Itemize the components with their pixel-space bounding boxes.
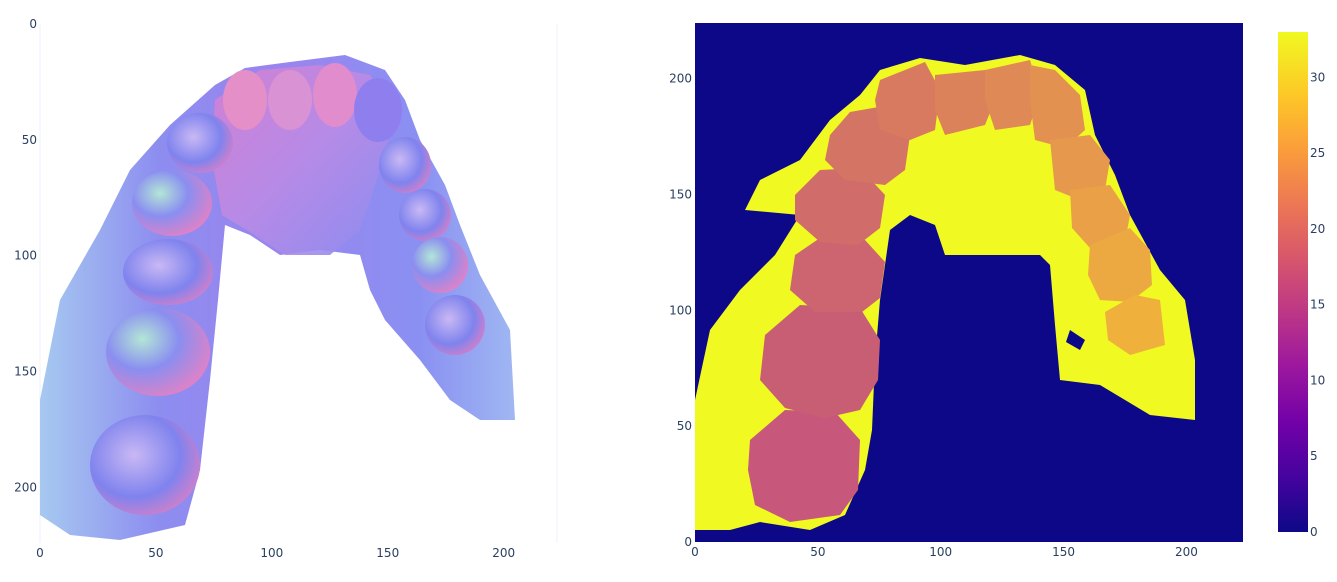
colorbar-tick-label: 5 — [1310, 449, 1318, 463]
colorbar-tick-label: 15 — [1310, 298, 1325, 312]
tooth-segment — [795, 168, 885, 245]
x-tick-label: 100 — [929, 545, 952, 559]
tooth-segment — [1030, 65, 1085, 148]
colorbar-tick-label: 25 — [1310, 146, 1325, 160]
y-tick-label: 150 — [669, 187, 692, 201]
tooth-segment — [1070, 185, 1130, 248]
x-tick-label: 100 — [260, 546, 283, 560]
left-plot: 0 50 100 150 200 0 50 100 150 200 — [14, 17, 558, 560]
x-tick-label: 150 — [376, 546, 399, 560]
y-tick-label: 0 — [684, 535, 692, 549]
tooth-segment — [1105, 295, 1165, 355]
right-y-axis: 0 50 100 150 200 — [669, 72, 692, 549]
tooth-segment — [935, 70, 995, 135]
dental-arch-image — [40, 55, 515, 540]
right-plot: 0 50 100 150 200 0 50 100 150 200 0 5 10 — [669, 23, 1325, 559]
x-tick-label: 50 — [148, 546, 163, 560]
tooth-segment — [1050, 135, 1110, 200]
x-tick-label: 0 — [36, 546, 44, 560]
x-tick-label: 50 — [810, 545, 825, 559]
colorbar-tick-label: 30 — [1310, 70, 1325, 84]
y-tick-label: 200 — [669, 72, 692, 86]
tooth-segment — [748, 410, 860, 522]
y-tick-label: 150 — [14, 365, 37, 379]
left-x-axis: 0 50 100 150 200 — [36, 546, 515, 560]
tooth-segment — [760, 305, 880, 418]
x-tick-label: 0 — [691, 545, 699, 559]
tooth-segment — [875, 62, 940, 140]
colorbar-gradient — [1278, 32, 1308, 532]
colorbar-tick-label: 0 — [1310, 525, 1318, 539]
y-tick-label: 100 — [14, 249, 37, 263]
x-tick-label: 200 — [492, 546, 515, 560]
tooth-segment — [1088, 228, 1152, 302]
colorbar-tick-label: 20 — [1310, 222, 1325, 236]
y-tick-label: 0 — [29, 17, 37, 31]
y-tick-label: 200 — [14, 480, 37, 494]
x-tick-label: 200 — [1175, 545, 1198, 559]
y-tick-label: 100 — [669, 303, 692, 317]
colorbar-tick-label: 10 — [1310, 373, 1325, 387]
x-tick-label: 150 — [1052, 545, 1075, 559]
y-tick-label: 50 — [677, 419, 692, 433]
left-y-axis: 0 50 100 150 200 — [14, 17, 37, 494]
colorbar: 0 5 10 15 20 25 30 — [1278, 32, 1325, 539]
tooth-segment — [790, 238, 885, 312]
tooth-segment — [985, 60, 1040, 130]
tooth-segments — [748, 60, 1165, 522]
y-tick-label: 50 — [22, 133, 37, 147]
colorbar-ticks: 0 5 10 15 20 25 30 — [1310, 70, 1325, 539]
left-teeth — [90, 63, 485, 515]
right-x-axis: 0 50 100 150 200 — [691, 545, 1198, 559]
